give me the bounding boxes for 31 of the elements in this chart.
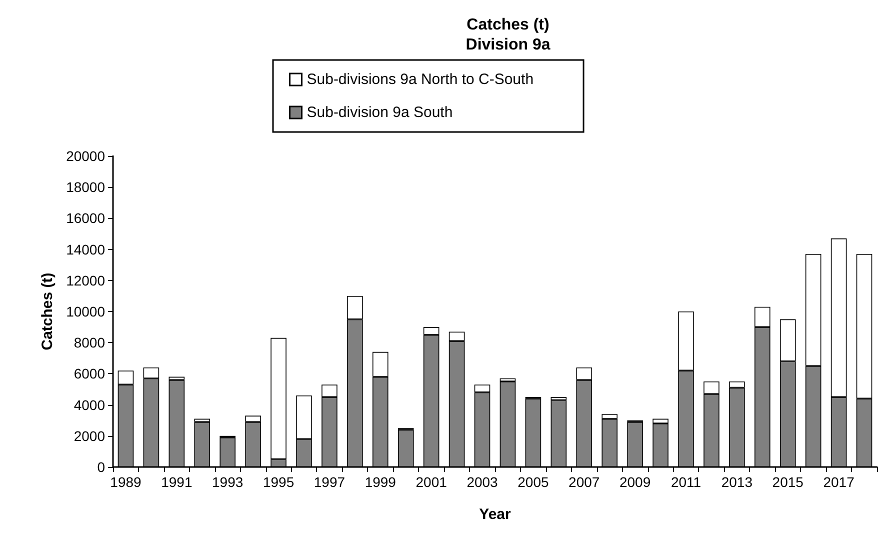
y-tick-label: 4000 — [74, 396, 106, 413]
y-tick-label: 18000 — [66, 179, 106, 196]
y-tick-label: 6000 — [74, 366, 106, 382]
y-tick-label: 0 — [97, 459, 106, 475]
y-tick-label: 10000 — [66, 304, 106, 320]
y-tick-label: 2000 — [74, 428, 106, 444]
x-tick-label: 1991 — [161, 474, 192, 490]
y-axis-title: Catches (t) — [39, 272, 56, 350]
y-tick-label: 12000 — [66, 272, 106, 288]
x-tick-label: 1993 — [212, 474, 244, 490]
x-axis-title: Year — [479, 506, 512, 523]
legend-label: Sub-division 9a South — [306, 104, 453, 121]
chart-title: Catches (t) Division 9a — [466, 16, 550, 54]
legend-label: Sub-divisions 9a North to C-South — [306, 71, 534, 88]
x-tick-label: 2007 — [568, 474, 600, 490]
x-tick-label: 2017 — [823, 474, 855, 490]
x-tick-label: 2009 — [619, 474, 651, 490]
x-tick-label: 2001 — [416, 474, 448, 490]
x-tick-label: 1999 — [364, 474, 396, 490]
x-tick-label: 2015 — [772, 474, 804, 490]
x-tick-label: 1995 — [262, 474, 294, 490]
x-tick-label: 2005 — [518, 474, 549, 490]
y-tick-label: 8000 — [74, 334, 106, 351]
x-tick-label: 2011 — [670, 474, 702, 490]
x-tick-label: 1997 — [314, 474, 346, 490]
y-tick-label: 14000 — [66, 241, 106, 258]
x-tick-label: 1989 — [110, 474, 142, 490]
y-tick-label: 16000 — [66, 210, 106, 226]
x-tick-label: 2013 — [721, 474, 753, 490]
y-tick-label: 20000 — [66, 148, 106, 164]
x-tick-label: 2003 — [466, 474, 498, 490]
